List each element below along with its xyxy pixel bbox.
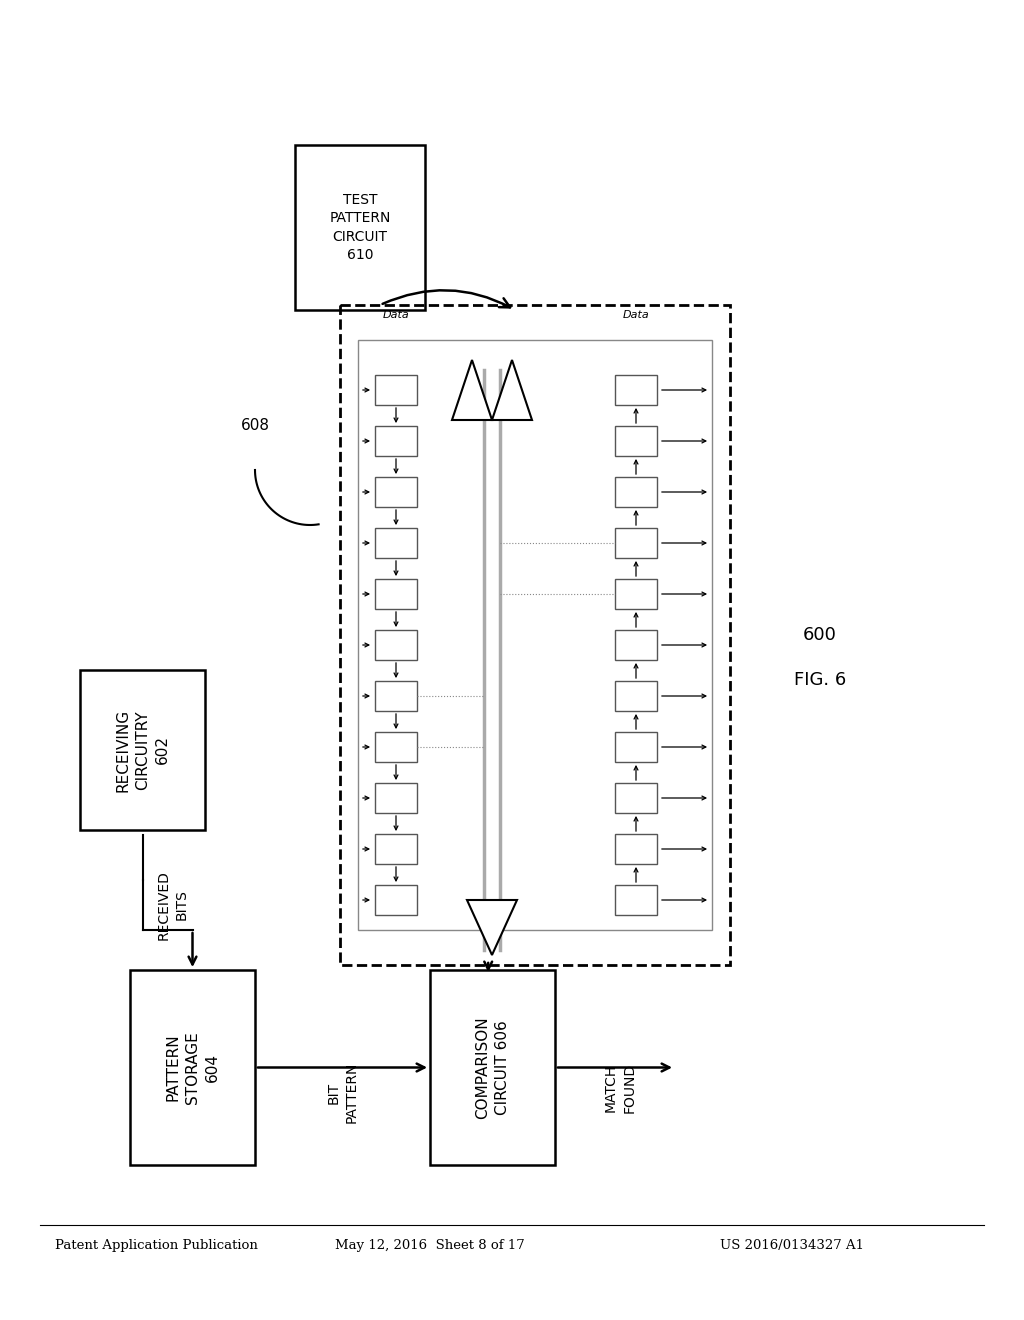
Bar [375, 426, 417, 455]
Bar [375, 477, 417, 507]
Text: RECEIVED
BITS: RECEIVED BITS [157, 870, 188, 940]
Bar [615, 733, 657, 762]
Text: Patent Application Publication: Patent Application Publication [55, 1238, 258, 1251]
Text: 608: 608 [241, 417, 269, 433]
Polygon shape [492, 360, 532, 420]
Text: 600: 600 [803, 626, 837, 644]
Bar [375, 834, 417, 865]
Bar [615, 681, 657, 711]
Bar [375, 783, 417, 813]
Bar [375, 884, 417, 915]
Bar [615, 477, 657, 507]
Bar [615, 528, 657, 558]
Bar [615, 426, 657, 455]
Polygon shape [467, 900, 517, 954]
Text: BIT
PATTERN: BIT PATTERN [327, 1061, 358, 1123]
Bar [615, 375, 657, 405]
Bar [130, 970, 255, 1166]
Text: MATCH
FOUND: MATCH FOUND [604, 1063, 636, 1113]
Bar [615, 783, 657, 813]
Bar [375, 630, 417, 660]
Text: Data: Data [383, 310, 410, 319]
Bar [358, 341, 712, 931]
Text: TEST
PATTERN
CIRCUIT
610: TEST PATTERN CIRCUIT 610 [330, 193, 391, 263]
Bar [375, 579, 417, 609]
Text: Data: Data [623, 310, 649, 319]
Text: May 12, 2016  Sheet 8 of 17: May 12, 2016 Sheet 8 of 17 [335, 1238, 525, 1251]
Bar [375, 681, 417, 711]
Text: RECEIVING
CIRCUITRY
602: RECEIVING CIRCUITRY 602 [115, 709, 170, 792]
Text: PATTERN
STORAGE
604: PATTERN STORAGE 604 [165, 1031, 220, 1104]
Bar [80, 671, 205, 830]
Text: US 2016/0134327 A1: US 2016/0134327 A1 [720, 1238, 864, 1251]
Bar [430, 970, 555, 1166]
Bar [375, 528, 417, 558]
Bar [375, 733, 417, 762]
Bar [295, 145, 425, 310]
Text: COMPARISON
CIRCUIT 606: COMPARISON CIRCUIT 606 [475, 1016, 510, 1119]
Polygon shape [452, 360, 492, 420]
Text: FIG. 6: FIG. 6 [794, 671, 846, 689]
Bar [615, 884, 657, 915]
Bar [615, 630, 657, 660]
Bar [340, 305, 730, 965]
Bar [375, 375, 417, 405]
Bar [615, 579, 657, 609]
Bar [615, 834, 657, 865]
